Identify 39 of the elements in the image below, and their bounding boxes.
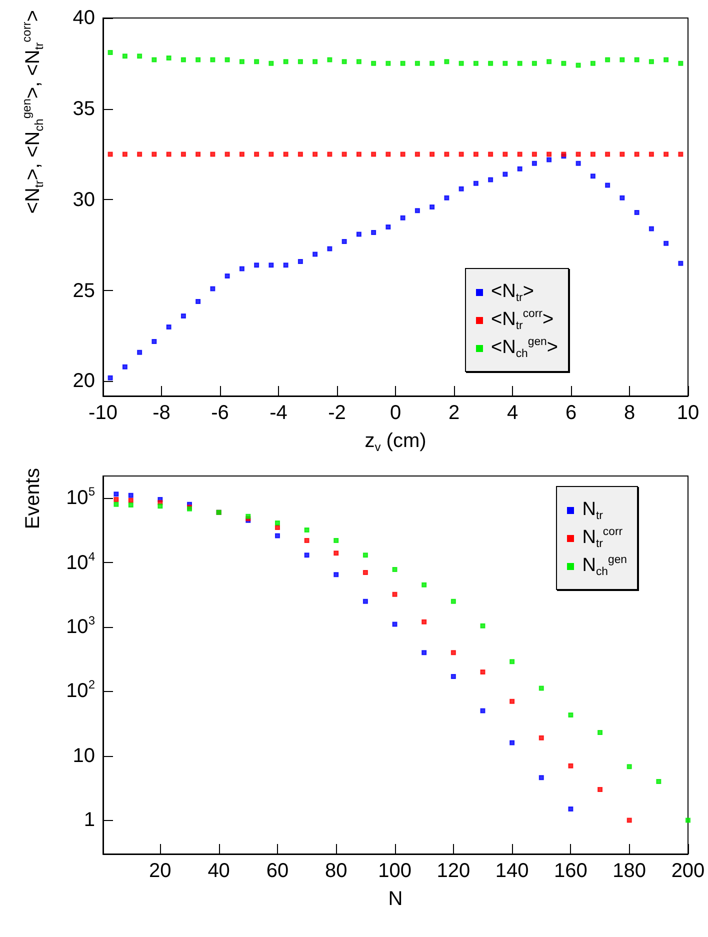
legend-label: <N$_{tr}$$^{corr}$> bbox=[491, 308, 554, 332]
y-tick-label: 10 bbox=[72, 744, 95, 767]
x-tick-label: -2 bbox=[328, 402, 346, 424]
y-tick-label: 10$^{5}$ bbox=[66, 484, 95, 510]
y-tick-label: 30 bbox=[72, 188, 95, 211]
x-tick-label: 40 bbox=[208, 860, 230, 882]
x-tick-label: 60 bbox=[266, 860, 289, 882]
x-tick-label: 200 bbox=[671, 860, 705, 882]
legend-label: <N$_{ch}$$^{gen}$> bbox=[491, 336, 558, 360]
x-tick-label: 6 bbox=[565, 402, 577, 424]
x-tick-label: 20 bbox=[149, 860, 172, 882]
x-tick-label: 100 bbox=[378, 860, 412, 882]
x-tick-label: 10 bbox=[676, 402, 700, 424]
legend-label: <N$_{tr}$> bbox=[491, 281, 534, 304]
x-tick-label: 4 bbox=[506, 402, 518, 424]
y-tick-label: 10$^{4}$ bbox=[66, 549, 95, 574]
y-tick-label: 10$^{2}$ bbox=[66, 678, 95, 702]
x-tick-label: -8 bbox=[152, 402, 170, 424]
y-tick-label: 1 bbox=[84, 809, 95, 832]
y-axis-title: Events bbox=[22, 468, 44, 530]
x-tick-label: 80 bbox=[324, 860, 348, 882]
x-tick-label: -6 bbox=[211, 402, 229, 424]
x-tick-label: -4 bbox=[270, 402, 288, 424]
x-tick-label: 120 bbox=[436, 860, 470, 882]
x-axis-title: N bbox=[388, 888, 403, 910]
x-tick-label: 8 bbox=[624, 402, 636, 424]
x-tick-label: 2 bbox=[448, 402, 460, 424]
x-tick-label: 0 bbox=[390, 402, 402, 424]
y-tick-label: 20 bbox=[72, 370, 95, 392]
x-tick-label: 140 bbox=[495, 860, 529, 882]
y-tick-label: 10$^{3}$ bbox=[66, 614, 95, 638]
y-tick-label: 40 bbox=[72, 7, 95, 29]
legend-label: N$_{tr}$ bbox=[582, 499, 603, 522]
x-axis-title: z$_{v}$ (cm) bbox=[364, 430, 426, 454]
x-tick-label: -10 bbox=[88, 402, 118, 424]
x-tick-label: 160 bbox=[554, 860, 588, 882]
y-tick-label: 35 bbox=[72, 98, 95, 120]
y-tick-label: 25 bbox=[72, 280, 95, 302]
x-tick-label: 180 bbox=[612, 860, 646, 882]
